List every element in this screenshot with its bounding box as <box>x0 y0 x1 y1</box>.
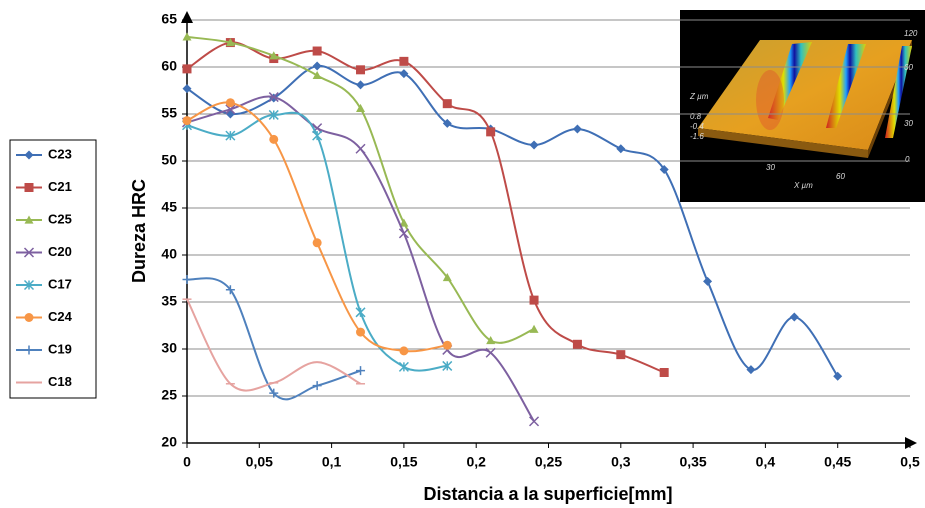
marker <box>573 125 582 134</box>
inset-label: 0 <box>905 155 910 164</box>
marker <box>313 62 322 71</box>
marker <box>399 346 408 355</box>
legend-label: C20 <box>48 244 72 259</box>
y-tick-label: 50 <box>161 152 177 168</box>
x-tick-label: 0 <box>183 454 191 470</box>
x-tick-label: 0,05 <box>246 454 273 470</box>
x-tick-label: 0,4 <box>756 454 776 470</box>
y-tick-label: 60 <box>161 58 177 74</box>
x-tick-label: 0,2 <box>466 454 486 470</box>
marker <box>183 64 192 73</box>
series-line <box>187 278 361 399</box>
marker <box>530 417 539 426</box>
y-tick-label: 30 <box>161 340 177 356</box>
inset-label: 60 <box>836 172 845 181</box>
marker <box>530 325 539 333</box>
inset-image: Z µm 0.8-0.4-1.6 30 60 X µm 120 60 30 0 <box>680 10 925 202</box>
x-tick-label: 0,35 <box>679 454 706 470</box>
marker <box>703 277 712 286</box>
inset-label: 30 <box>766 163 775 172</box>
marker <box>269 135 278 144</box>
legend-label: C19 <box>48 341 72 356</box>
marker <box>660 368 669 377</box>
x-tick-label: 0,5 <box>900 454 920 470</box>
marker <box>399 57 408 66</box>
marker <box>226 98 235 107</box>
y-tick-label: 20 <box>161 434 177 450</box>
marker <box>399 69 408 78</box>
legend: C23 C21 C25 C20 C17 C24 C19 C18 <box>10 140 96 398</box>
marker <box>530 296 539 305</box>
marker <box>313 238 322 247</box>
inset-label: 0.8 <box>690 112 702 121</box>
legend-label: C25 <box>48 211 72 226</box>
series-line <box>187 42 664 372</box>
marker <box>25 183 34 192</box>
x-tick-label: 0,25 <box>535 454 562 470</box>
marker <box>25 313 34 322</box>
marker <box>183 275 192 284</box>
y-tick-label: 45 <box>161 199 177 215</box>
marker <box>486 348 495 357</box>
inset-label: Z µm <box>689 92 709 101</box>
marker <box>573 340 582 349</box>
marker <box>443 99 452 108</box>
marker <box>313 47 322 56</box>
marker <box>486 127 495 136</box>
marker <box>616 144 625 153</box>
marker <box>356 308 365 317</box>
y-tick-label: 65 <box>161 11 177 27</box>
marker <box>356 80 365 89</box>
inset-label: 30 <box>904 119 913 128</box>
legend-label: C23 <box>48 146 72 161</box>
marker <box>616 350 625 359</box>
marker <box>313 71 322 79</box>
marker <box>356 328 365 337</box>
marker <box>356 366 365 375</box>
x-tick-label: 0,15 <box>390 454 417 470</box>
marker <box>399 362 408 371</box>
legend-label: C21 <box>48 179 72 194</box>
x-tick-label: 0,1 <box>322 454 342 470</box>
inset-label: -0.4 <box>690 122 704 131</box>
y-tick-label: 25 <box>161 387 177 403</box>
inset-label: 60 <box>904 63 913 72</box>
marker <box>313 131 322 140</box>
marker <box>356 144 365 153</box>
x-tick-label: 0,3 <box>611 454 631 470</box>
x-tick-label: 0,45 <box>824 454 851 470</box>
legend-label: C24 <box>48 309 73 324</box>
inset-label: 120 <box>904 29 918 38</box>
marker <box>313 381 322 390</box>
marker <box>183 116 192 125</box>
y-tick-label: 35 <box>161 293 177 309</box>
inset-label: X µm <box>793 181 813 190</box>
x-axis-label: Distancia a la superficie[mm] <box>423 484 672 504</box>
chart: Z µm0.8-0.4-1.63060X µm12060300 C23C21C2… <box>0 0 925 508</box>
y-axis-label: Dureza HRC <box>129 179 149 283</box>
marker <box>356 65 365 74</box>
marker <box>399 229 408 238</box>
legend-label: C17 <box>48 276 72 291</box>
inset-label: -1.6 <box>690 132 704 141</box>
series-line <box>187 299 361 390</box>
marker <box>443 341 452 350</box>
marker <box>530 141 539 150</box>
y-tick-label: 40 <box>161 246 177 262</box>
marker <box>790 313 799 322</box>
legend-label: C18 <box>48 374 72 389</box>
y-tick-label: 55 <box>161 105 177 121</box>
